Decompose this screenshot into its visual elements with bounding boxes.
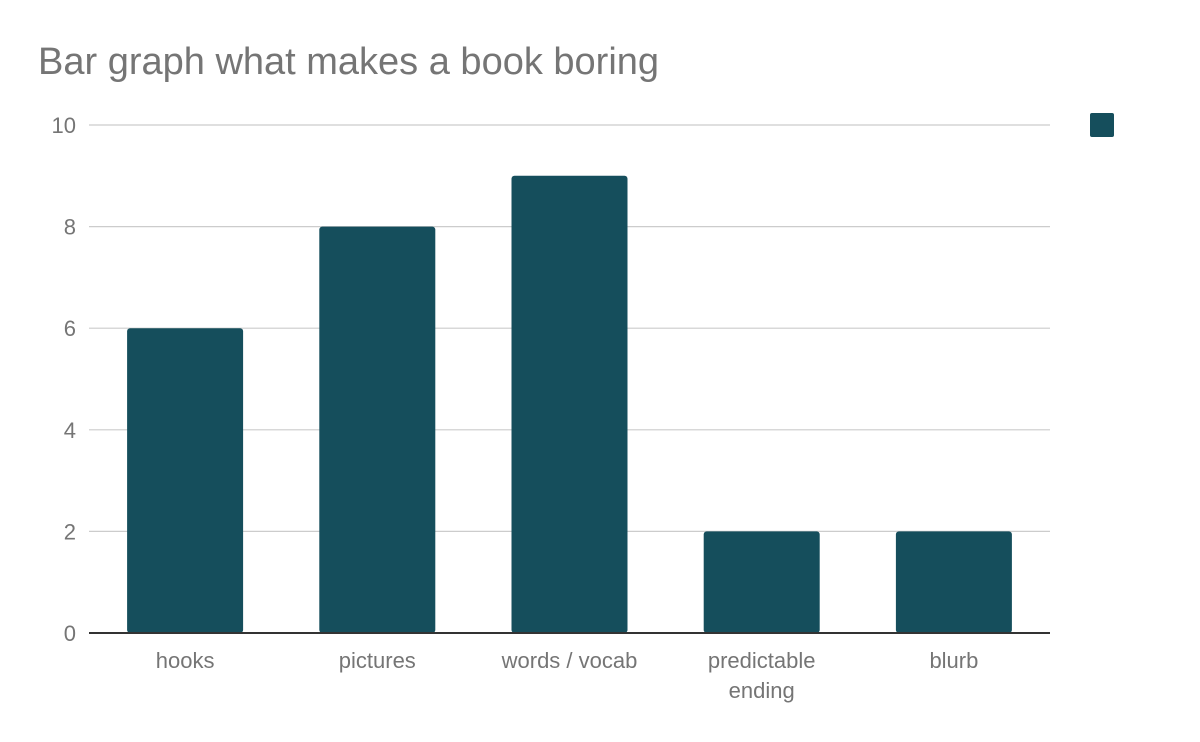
bar [895, 531, 1012, 633]
y-tick-label: 6 [64, 316, 76, 341]
x-category-label: blurb [929, 648, 978, 673]
x-category-label: hooks [156, 648, 215, 673]
x-axis-category-labels: hooks pictures words / vocab predictable end… [156, 648, 979, 703]
chart-title: Bar graph what makes a book boring [38, 41, 659, 83]
x-category-label: predictable ending [708, 648, 816, 703]
bar [703, 531, 820, 633]
y-tick-label: 0 [64, 621, 76, 646]
y-tick-label: 10 [52, 113, 76, 138]
legend-swatch [1090, 113, 1114, 137]
bar [511, 175, 628, 634]
x-category-label: words / vocab [501, 648, 638, 673]
bars [127, 175, 1012, 634]
bar [319, 226, 436, 633]
y-axis-tick-labels: 0 2 4 6 8 10 [52, 113, 76, 646]
y-tick-label: 4 [64, 418, 76, 443]
y-tick-label: 8 [64, 215, 76, 240]
x-category-label: pictures [339, 648, 416, 673]
y-tick-label: 2 [64, 519, 76, 544]
bar [127, 328, 244, 633]
